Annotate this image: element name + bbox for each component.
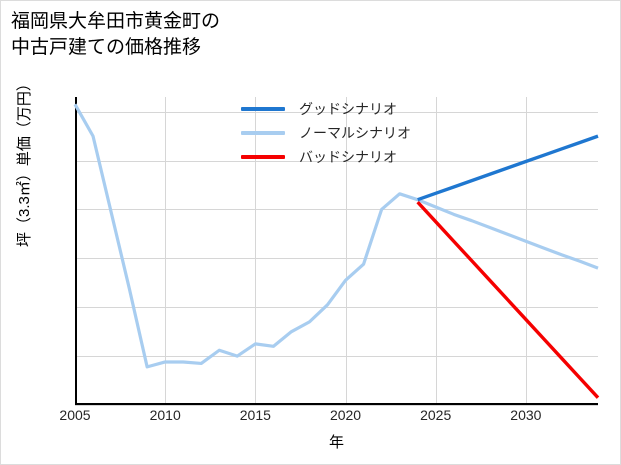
legend-label: ノーマルシナリオ xyxy=(299,125,411,141)
series-line xyxy=(417,134,599,202)
legend-label: グッドシナリオ xyxy=(299,101,397,117)
plot-area: 24252627282930 200520102015202020252030 … xyxy=(16,76,600,451)
legend-swatch-icon xyxy=(241,155,285,159)
legend-swatch-icon xyxy=(241,107,285,111)
gridline-horizontal xyxy=(75,209,598,211)
gridline-vertical xyxy=(255,97,257,405)
gridline-vertical xyxy=(435,97,437,405)
gridline-vertical xyxy=(525,97,527,405)
x-tick-label: 2005 xyxy=(59,407,91,423)
series-line xyxy=(73,103,599,369)
x-tick-label: 2030 xyxy=(510,407,542,423)
x-axis-label: 年 xyxy=(328,434,344,451)
x-tick-label: 2020 xyxy=(329,407,362,423)
gridline-horizontal xyxy=(75,160,598,162)
legend-item[interactable]: グッドシナリオ xyxy=(241,97,491,121)
x-tick-label: 2025 xyxy=(420,407,452,423)
x-tick-label: 2015 xyxy=(239,407,271,423)
y-axis-label: 坪（3.3㎡）単価（万円） xyxy=(16,76,33,247)
gridline-horizontal xyxy=(75,356,598,358)
gridline-horizontal xyxy=(75,258,598,260)
gridline-horizontal xyxy=(75,405,598,406)
page-title: 福岡県大牟田市黄金町の 中古戸建ての価格推移 xyxy=(11,11,221,59)
legend-swatch-icon xyxy=(241,131,285,135)
series-line xyxy=(416,200,600,399)
gridline-horizontal xyxy=(75,307,598,309)
gridline-vertical xyxy=(345,97,347,405)
legend-item[interactable]: ノーマルシナリオ xyxy=(241,121,491,145)
chart-legend: グッドシナリオ ノーマルシナリオ バッドシナリオ xyxy=(241,97,491,169)
legend-item[interactable]: バッドシナリオ xyxy=(241,145,491,169)
gridline-vertical xyxy=(165,97,167,405)
legend-label: バッドシナリオ xyxy=(299,149,397,165)
series-layer xyxy=(73,103,600,399)
x-tick-label: 2010 xyxy=(149,407,181,423)
gridline-horizontal xyxy=(75,111,598,113)
